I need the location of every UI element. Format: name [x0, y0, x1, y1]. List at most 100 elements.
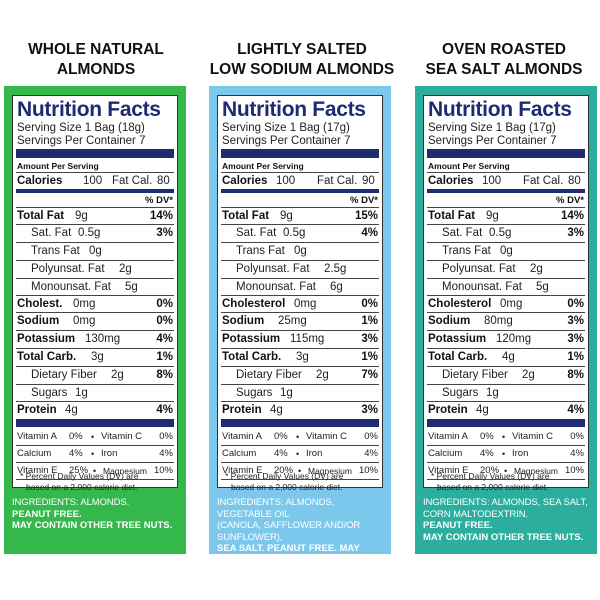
total-carb-value: 4g	[502, 351, 515, 363]
vitamin-c-label: Vitamin C	[306, 431, 348, 442]
sugars-value: 1g	[280, 387, 293, 399]
divider	[427, 278, 585, 279]
total-carb-dv: 1%	[156, 351, 173, 363]
fiber-value: 2g	[316, 369, 329, 381]
total-carb-dv: 1%	[567, 351, 584, 363]
sodium-value: 0mg	[73, 315, 96, 327]
product-column-lightly-salted: LIGHTLY SALTED LOW SODIUM ALMONDS Nutrit…	[202, 0, 402, 600]
product-title: WHOLE NATURAL ALMONDS	[4, 40, 188, 80]
servings-per-container: Servings Per Container 7	[17, 135, 146, 147]
vitamin-c-label: Vitamin C	[512, 431, 554, 442]
protein-value: 4g	[65, 404, 78, 416]
divider	[427, 330, 585, 331]
footnote-line-2: based on a 2,000 calorie diet.	[26, 482, 138, 492]
divider	[16, 348, 174, 349]
mono-fat-value: 5g	[536, 281, 549, 293]
divider	[427, 207, 585, 208]
cholesterol-value: 0mg	[73, 298, 96, 310]
vitamin-e-value: 25%	[69, 465, 89, 476]
thick-divider	[16, 149, 174, 158]
thick-divider	[221, 419, 379, 427]
trans-fat-label: Trans Fat	[31, 245, 80, 257]
vitamin-a-value: 0%	[480, 431, 494, 442]
product-panel: Nutrition Facts Serving Size 1 Bag (17g)…	[209, 86, 391, 577]
poly-fat-value: 2.5g	[324, 263, 347, 275]
trans-fat-label: Trans Fat	[236, 245, 285, 257]
thick-divider	[427, 419, 585, 427]
sat-fat-dv: 3%	[567, 227, 584, 239]
mono-fat-value: 5g	[125, 281, 138, 293]
magnesium-value: 10%	[564, 465, 584, 476]
sodium-dv: 1%	[361, 315, 378, 327]
sugars-value: 1g	[75, 387, 88, 399]
ingredients-line-3: MAY CONTAIN OTHER TREE NUTS.	[12, 520, 173, 531]
potassium-value: 120mg	[496, 333, 532, 345]
divider	[427, 479, 585, 480]
protein-label: Protein	[17, 404, 57, 416]
divider	[16, 462, 174, 463]
divider	[16, 312, 174, 313]
sodium-label: Sodium	[17, 315, 60, 327]
vitamin-e-label: Vitamin E	[222, 465, 263, 476]
calories-value: 100	[482, 175, 502, 187]
fiber-dv: 7%	[361, 369, 378, 381]
mono-fat-label: Monounsat. Fat	[442, 281, 522, 293]
fat-cal-value: 80	[568, 175, 581, 187]
divider	[221, 172, 379, 173]
fat-cal-value: 80	[157, 175, 170, 187]
poly-fat-label: Polyunsat. Fat	[442, 263, 516, 275]
calories-value: 100	[83, 175, 103, 187]
ingredients-line-3: SEA SALT. PEANUT FREE. MAY CONTAIN OTHER	[217, 543, 360, 566]
bullet: •	[93, 466, 97, 476]
total-fat-label: Total Fat	[428, 210, 476, 222]
thick-divider	[16, 419, 174, 427]
sodium-value: 80mg	[484, 315, 513, 327]
divider	[16, 224, 174, 225]
fiber-label: Dietary Fiber	[31, 369, 97, 381]
nutrition-facts-title: Nutrition Facts	[17, 98, 161, 121]
divider	[221, 479, 379, 480]
divider	[16, 295, 174, 296]
total-fat-label: Total Fat	[222, 210, 270, 222]
trans-fat-label: Trans Fat	[442, 245, 491, 257]
thick-divider	[221, 149, 379, 158]
cholesterol-dv: 0%	[361, 298, 378, 310]
medium-divider	[427, 189, 585, 193]
sodium-dv: 0%	[156, 315, 173, 327]
footnote-col-3: * Percent Daily Values (DV) are based on…	[431, 471, 593, 493]
sugars-label: Sugars	[31, 387, 68, 399]
calcium-value: 4%	[69, 448, 83, 459]
ingredients-line-1: INGREDIENTS: ALMONDS, VEGETABLE OIL	[217, 497, 335, 520]
calcium-label: Calcium	[17, 448, 52, 459]
nutrition-facts-title: Nutrition Facts	[428, 98, 572, 121]
product-title-line-1: LIGHTLY SALTED	[237, 41, 367, 58]
fiber-value: 2g	[111, 369, 124, 381]
vitamin-a-label: Vitamin A	[17, 431, 57, 442]
dv-header: % DV*	[556, 195, 584, 206]
ingredients-text: INGREDIENTS: ALMONDS, VEGETABLE OIL (CAN…	[217, 497, 389, 578]
protein-label: Protein	[428, 404, 468, 416]
cholesterol-dv: 0%	[156, 298, 173, 310]
bullet: •	[504, 466, 508, 476]
divider	[16, 242, 174, 243]
ingredients-line-2: (CANOLA, SAFFLOWER AND/OR SUNFLOWER),	[217, 520, 361, 543]
ingredients-line-3: PEANUT FREE.	[423, 520, 493, 531]
footnote-line-1: * Percent Daily Values (DV) are	[20, 471, 139, 481]
magnesium-label: Magnesium	[308, 466, 352, 476]
bullet: •	[502, 432, 506, 442]
sat-fat-dv: 3%	[156, 227, 173, 239]
magnesium-value: 10%	[153, 465, 173, 476]
calories-value: 100	[276, 175, 296, 187]
bullet: •	[502, 449, 506, 459]
divider	[221, 260, 379, 261]
divider	[16, 401, 174, 402]
divider	[16, 479, 174, 480]
divider	[16, 278, 174, 279]
nutrition-label: Nutrition Facts Serving Size 1 Bag (18g)…	[12, 95, 178, 488]
product-title: LIGHTLY SALTED LOW SODIUM ALMONDS	[202, 40, 402, 80]
total-fat-dv: 15%	[354, 210, 378, 222]
trans-fat-value: 0g	[294, 245, 307, 257]
sat-fat-value: 0.5g	[78, 227, 101, 239]
poly-fat-label: Polyunsat. Fat	[31, 263, 105, 275]
vitamin-c-value: 0%	[364, 431, 378, 442]
